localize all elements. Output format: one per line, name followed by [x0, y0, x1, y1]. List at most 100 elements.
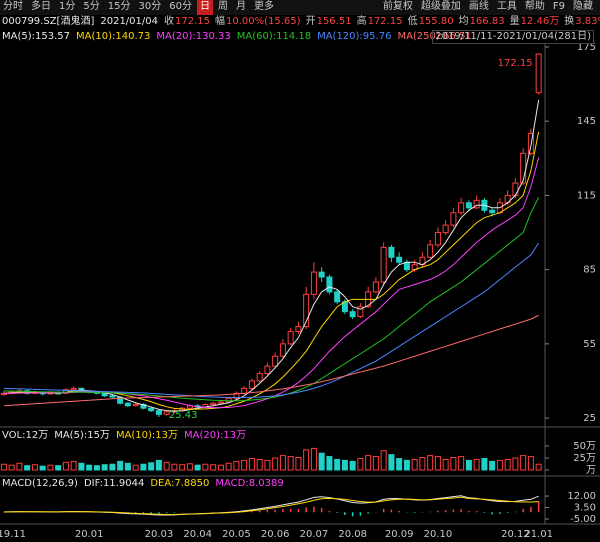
- volume-bar: [264, 459, 271, 471]
- period-tab[interactable]: 15分: [107, 1, 131, 12]
- volume-bar: [0, 463, 7, 471]
- x-tick-label: 20.05: [222, 529, 251, 540]
- x-tick-label: 20.09: [385, 529, 414, 540]
- volume-bar: [233, 460, 240, 471]
- volume-bar: [194, 464, 201, 471]
- candle-body: [434, 232, 441, 246]
- x-tick-label: 20.12: [501, 529, 530, 540]
- y-tick-label: 50万: [573, 441, 596, 452]
- tool-button[interactable]: 工具: [496, 1, 517, 12]
- macd-legend-item: DEA:7.8850: [150, 478, 210, 489]
- ma-legend: MA(5):153.57 MA(10):140.73 MA(20):130.33 MA…: [0, 30, 600, 44]
- indicator-line: [3, 242, 540, 399]
- volume-bar: [396, 457, 403, 471]
- period-tab[interactable]: 30分: [138, 1, 162, 12]
- candle-body: [512, 182, 519, 196]
- volume-bar: [55, 465, 62, 471]
- x-tick-label: 20.07: [300, 529, 329, 540]
- candle-body: [303, 293, 310, 328]
- tool-button[interactable]: F9: [552, 1, 565, 12]
- tool-button[interactable]: 画线: [468, 1, 489, 12]
- period-tab[interactable]: 分时: [3, 1, 23, 12]
- candle-body: [155, 410, 162, 415]
- candle-body: [279, 343, 286, 357]
- macd-legend-item: DIF:11.9044: [83, 478, 145, 489]
- x-tick-label: 20.06: [261, 529, 290, 540]
- volume-bar: [93, 465, 100, 471]
- volume-legend-item: VOL:12万: [2, 430, 49, 441]
- candle-body: [272, 355, 279, 367]
- date: 2021/01/04: [100, 16, 158, 27]
- indicator-line: [3, 99, 540, 412]
- ma-legend-item: MA(10):140.73: [76, 31, 151, 42]
- candle-body: [380, 246, 387, 283]
- ma-legend-item: MA(20):130.33: [156, 31, 231, 42]
- candle-body: [535, 53, 542, 94]
- x-tick-label: 20.08: [338, 529, 367, 540]
- field-label: 换: [564, 16, 575, 27]
- volume-bar: [101, 464, 108, 471]
- field-label: 量: [509, 16, 520, 27]
- volume-bar: [16, 462, 23, 471]
- volume-bar: [512, 457, 519, 471]
- volume-bar: [241, 459, 248, 471]
- indicator-line: [3, 157, 540, 409]
- period-tab[interactable]: 多日: [31, 1, 51, 12]
- volume-bar: [155, 459, 162, 471]
- ma-legend-item: MA(120):95.76: [317, 31, 392, 42]
- tool-button[interactable]: 超级叠加: [420, 1, 461, 12]
- tool-button[interactable]: 隐藏: [573, 1, 593, 12]
- candle-body: [256, 373, 263, 382]
- candle-body: [310, 271, 317, 295]
- candle-body: [264, 365, 271, 375]
- candle-body: [427, 244, 434, 258]
- candle-body: [163, 411, 170, 415]
- x-tick-label: 20.01: [75, 529, 104, 540]
- candle-body: [442, 224, 449, 234]
- field-label: 收: [164, 16, 174, 27]
- volume-bar: [473, 458, 480, 471]
- period-tab[interactable]: 1分: [59, 1, 76, 12]
- period-tab[interactable]: 日: [196, 0, 213, 15]
- volume-bar: [403, 459, 410, 471]
- volume-bar: [179, 464, 186, 471]
- x-tick-label: 21.01: [524, 529, 553, 540]
- candle-body: [132, 403, 139, 407]
- period-tab[interactable]: 更多: [253, 1, 274, 12]
- candle-body: [357, 306, 364, 318]
- field-label: 幅: [215, 16, 225, 27]
- volume-bar: [504, 458, 511, 471]
- volume-bar: [427, 455, 434, 471]
- period-tab[interactable]: 月: [235, 1, 246, 12]
- volume-bar: [210, 464, 217, 471]
- volume-bar: [527, 456, 534, 471]
- volume-bar: [489, 460, 496, 471]
- candle-body: [295, 326, 302, 332]
- volume-bar: [295, 457, 302, 471]
- period-tab[interactable]: 5分: [83, 1, 100, 12]
- volume-bar: [388, 454, 395, 471]
- indicator-line: [3, 496, 539, 515]
- period-tab[interactable]: 60分: [169, 1, 192, 12]
- y-tick-label: 3.50: [574, 503, 596, 514]
- date-range: 2019/11/11-2021/01/04(281日): [432, 30, 594, 44]
- macd-legend: MACD(12,26,9) DIF:11.9044 DEA:7.8850 MACD:8…: [0, 477, 600, 491]
- candle-body: [210, 402, 217, 405]
- volume-bar: [434, 456, 441, 471]
- x-tick-label: 20.03: [145, 529, 174, 540]
- tool-button[interactable]: 帮助: [524, 1, 545, 12]
- quote-info: 000799.SZ[酒鬼酒] 2021/01/04 收 172.15 幅 10.00%(1…: [0, 15, 600, 29]
- indicator-line: [3, 314, 539, 407]
- field-value: 155.80: [418, 16, 454, 27]
- volume-bar: [225, 462, 232, 471]
- period-tab[interactable]: 周: [217, 1, 228, 12]
- x-tick-label: 20.04: [183, 529, 212, 540]
- field-value: 3.83%: [575, 16, 600, 27]
- tool-button[interactable]: 前复权: [382, 1, 413, 12]
- volume-bar: [248, 457, 255, 471]
- volume-bar: [8, 464, 15, 471]
- candle-body: [458, 202, 465, 214]
- y-tick-label: 25万: [573, 453, 596, 464]
- volume-legend: VOL:12万 MA(5):15万 MA(10):13万 MA(20):13万: [0, 429, 600, 443]
